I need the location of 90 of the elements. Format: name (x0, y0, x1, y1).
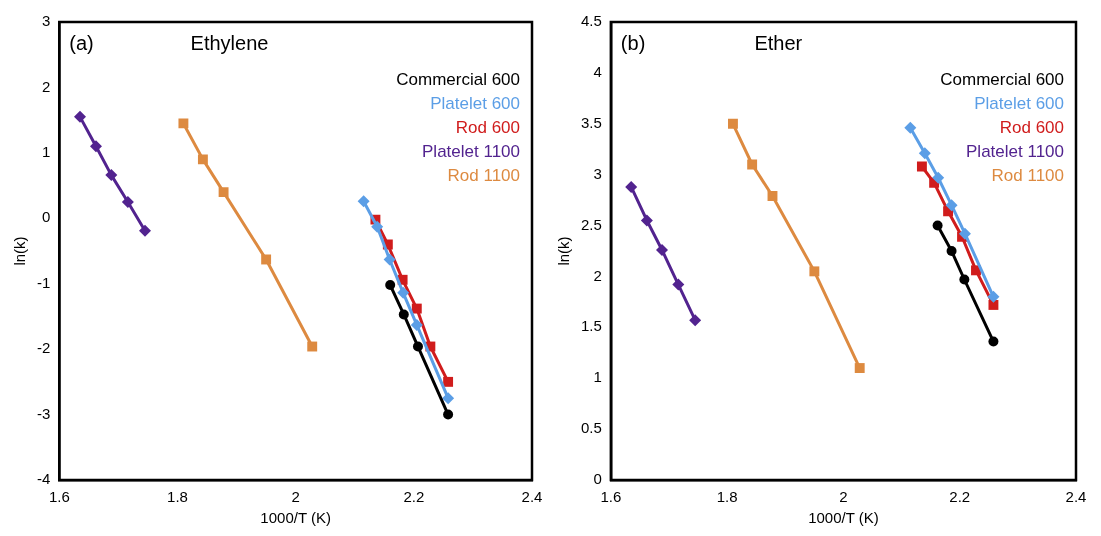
x-tick-label: 1.6 (48, 488, 70, 506)
text: Commercial 600 (396, 69, 520, 89)
point (139, 224, 152, 237)
annotation: (b) (620, 31, 646, 54)
text: Platelet 1100 (422, 141, 520, 161)
y-tick-label: -2 (36, 339, 51, 357)
point (443, 376, 454, 387)
text: Rod 600 (455, 117, 520, 137)
point (932, 220, 943, 231)
text: Platelet 600 (974, 93, 1064, 113)
point (988, 336, 999, 347)
x-tick-label: 2.4 (521, 488, 543, 506)
point (105, 169, 118, 182)
text: Ethylene (190, 31, 269, 54)
point (916, 161, 927, 172)
x-tick-label: 2.2 (949, 488, 971, 506)
point (747, 159, 758, 170)
point (412, 341, 423, 352)
point (987, 290, 1000, 303)
point (178, 118, 189, 129)
point (410, 318, 423, 331)
point (904, 121, 917, 134)
point (728, 118, 738, 129)
point (625, 180, 638, 193)
x-tick-label: 2.4 (1065, 488, 1087, 506)
text: Rod 1100 (447, 165, 520, 185)
y-tick-label: 1.5 (580, 317, 602, 335)
point (959, 274, 970, 285)
point (809, 266, 820, 277)
y-tick-label: 4 (593, 63, 602, 81)
point (640, 214, 653, 227)
x-tick-label: 2 (291, 488, 300, 506)
point (932, 171, 945, 184)
x-tick-label: 1.6 (600, 488, 622, 506)
text: Rod 1100 (991, 165, 1064, 185)
point (442, 392, 455, 405)
y-axis-title: ln(k) (555, 236, 573, 266)
y-tick-label: 3 (593, 164, 602, 182)
y-tick-label: 1 (593, 368, 602, 386)
point (988, 299, 999, 310)
y-tick-label: 3 (41, 12, 51, 30)
x-tick-label: 2.2 (403, 488, 425, 506)
text: Commercial 600 (940, 69, 1064, 89)
point (689, 314, 702, 327)
y-tick-label: 4.5 (580, 12, 602, 30)
point (945, 199, 958, 212)
y-tick-label: 0 (41, 208, 51, 226)
point (398, 309, 409, 320)
point (854, 363, 865, 373)
x-tick-label: 1.8 (167, 488, 188, 506)
x-axis-title: 1000/T (K) (808, 509, 879, 527)
point (385, 280, 396, 291)
y-tick-label: 1 (41, 143, 51, 160)
text: Platelet 600 (430, 93, 520, 113)
point (672, 278, 685, 291)
point (74, 110, 87, 123)
point (411, 303, 422, 314)
y-tick-label: 2 (593, 266, 602, 284)
y-tick-label: -4 (36, 470, 51, 488)
point (918, 147, 931, 160)
text: Ether (754, 31, 803, 54)
point (357, 195, 370, 208)
point (767, 191, 778, 201)
point (89, 140, 102, 153)
y-tick-label: -1 (36, 273, 51, 291)
point (397, 286, 410, 299)
point (946, 246, 957, 256)
point (371, 220, 384, 233)
point (383, 253, 396, 266)
text: Platelet 1100 (966, 141, 1064, 161)
x-tick-label: 2 (839, 488, 848, 506)
point (218, 187, 229, 198)
point (656, 243, 669, 256)
y-tick-label: 2 (41, 77, 51, 95)
point (121, 195, 134, 208)
point (197, 154, 208, 165)
point (261, 254, 272, 265)
y-tick-label: -3 (36, 404, 51, 422)
x-tick-label: 1.8 (716, 488, 738, 506)
point (443, 409, 454, 420)
point (307, 341, 318, 352)
y-axis-title: ln(k) (11, 236, 29, 266)
y-tick-label: 0 (593, 470, 602, 488)
y-tick-label: 3.5 (580, 113, 602, 131)
x-axis-title: 1000/T (K) (260, 509, 331, 527)
y-tick-label: 0.5 (580, 419, 602, 437)
text: Rod 600 (999, 117, 1064, 137)
y-tick-label: 2.5 (580, 215, 602, 233)
point (958, 227, 971, 240)
annotation: (a) (69, 31, 94, 54)
